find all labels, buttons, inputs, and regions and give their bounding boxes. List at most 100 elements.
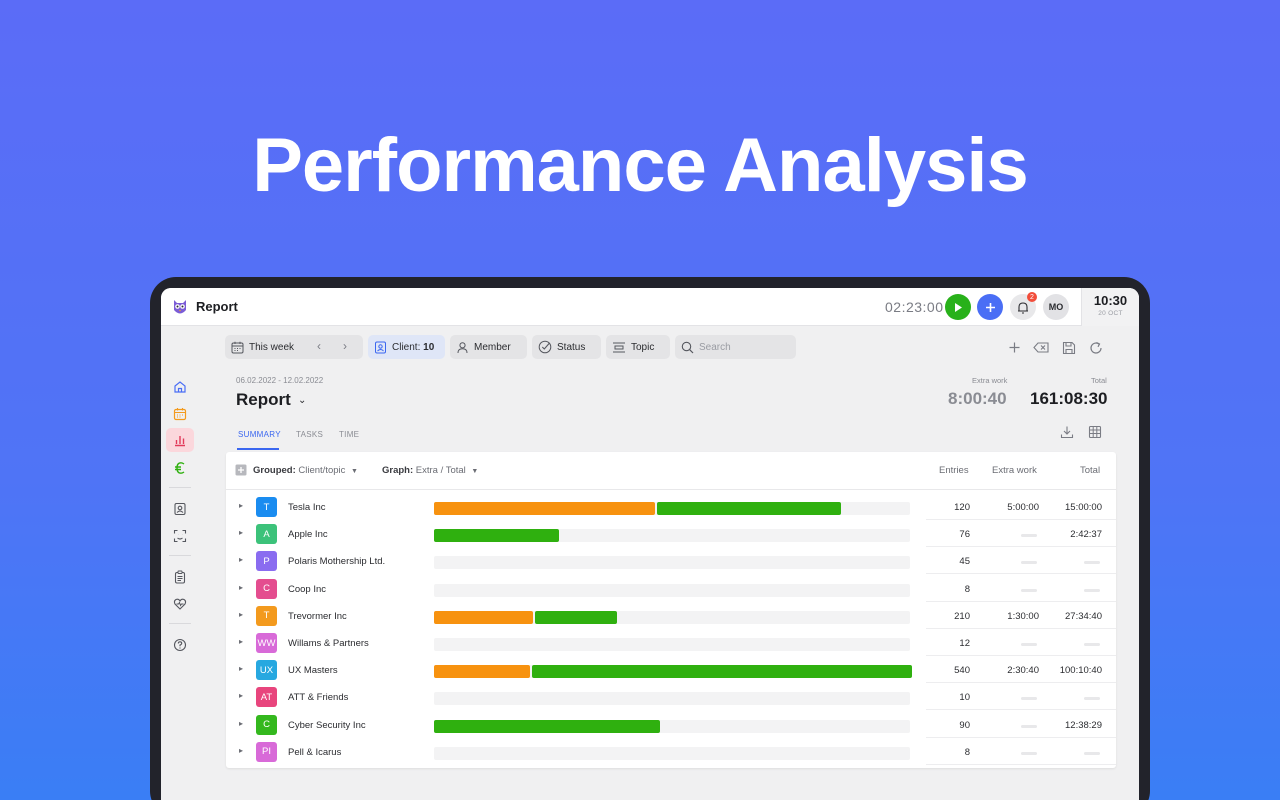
table-header: Grouped: Client/topic ▼ Graph: Extra / T… [226,452,1116,490]
expand-row-icon[interactable]: ▸ [239,664,244,674]
row-divider [926,546,1116,548]
empty-placeholder [1021,751,1037,755]
sidebar-item-recognition[interactable] [166,524,194,548]
hero-title: Performance Analysis [252,123,1029,208]
play-button[interactable] [945,294,971,320]
chevron-down-icon[interactable]: ⌄ [298,395,307,406]
client-avatar: C [256,578,277,599]
home-icon [174,381,186,393]
column-total[interactable]: Total [1080,465,1101,476]
table-row[interactable]: ▸ WW Willams & Partners 12 [226,629,1116,656]
contact-card-icon [375,341,386,353]
expand-row-icon[interactable]: ▸ [239,582,244,592]
expand-row-icon[interactable]: ▸ [239,501,244,510]
client-avatar: WW [256,633,277,653]
refresh-icon[interactable] [1089,341,1103,355]
tab-time[interactable]: TIME [339,430,360,439]
client-name: Willams & Partners [288,638,369,649]
expand-row-icon[interactable]: ▸ [239,745,244,755]
table-row[interactable]: ▸ T Trevormer Inc 210 1:30:00 27:34:40 [226,602,1116,629]
graph-selector[interactable]: Graph: Extra / Total ▼ [382,465,478,476]
entries-value: 45 [959,556,970,568]
bar-track [434,583,910,597]
sidebar-item-home[interactable] [166,375,194,399]
next-period-button[interactable]: › [343,339,347,353]
sidebar-item-reports[interactable] [166,428,194,452]
client-name: Trevormer Inc [288,610,347,622]
period-filter[interactable]: This week ‹ › [225,335,363,359]
row-divider [926,573,1116,575]
entries-value: 120 [954,502,970,513]
search-placeholder: Search [699,341,731,353]
column-entries[interactable]: Entries [939,465,969,476]
sidebar-divider [169,487,191,488]
expand-row-icon[interactable]: ▸ [239,637,244,646]
notification-badge: 2 [1027,292,1037,302]
bar-track [434,529,910,543]
total-bar [535,610,617,624]
bar-track [434,746,910,760]
entries-value: 12 [959,638,970,649]
expand-row-icon[interactable]: ▸ [239,609,244,619]
status-filter[interactable]: Status [532,335,601,359]
active-tab-indicator [237,448,279,450]
report-title[interactable]: Report [236,390,291,409]
table-row[interactable]: ▸ C Cyber Security Inc 90 12:38:29 [226,711,1116,738]
client-name: Coop Inc [288,583,327,595]
grouped-selector[interactable]: Grouped: Client/topic ▼ [253,465,358,476]
table-row[interactable]: ▸ A Apple Inc 76 2:42:37 [226,520,1116,548]
row-divider [926,736,1116,738]
client-filter[interactable]: Client: 10 [368,335,445,359]
extra-work-bar [434,502,656,515]
add-button[interactable] [977,294,1003,320]
clock-time: 10:30 [1093,293,1128,308]
table-row[interactable]: ▸ T Tesla Inc 120 5:00:00 15:00:00 [226,493,1116,520]
clear-filters-icon[interactable] [1033,341,1050,354]
empty-placeholder [1084,643,1100,646]
calendar-icon [231,341,244,353]
sidebar-item-finance[interactable] [166,456,194,480]
bar-chart-icon [175,436,185,447]
table-row[interactable]: ▸ UX UX Masters 540 2:30:40 100:10:40 [226,656,1116,684]
topic-filter[interactable]: Topic [606,335,670,359]
expand-row-icon[interactable]: ▸ [239,528,244,538]
extra-work-value: 1:30:00 [1007,610,1039,622]
prev-period-button[interactable]: ‹ [317,339,321,353]
bar-track [434,610,910,624]
extra-work-bar [434,665,531,679]
column-extra-work[interactable]: Extra work [992,465,1037,476]
table-row[interactable]: ▸ PI Pell & Icarus 8 [226,738,1116,765]
search-input[interactable]: Search [675,335,796,359]
bar-track [434,502,910,515]
table-row[interactable]: ▸ P Polaris Mothership Ltd. 45 [226,547,1116,575]
table-row[interactable]: ▸ C Coop Inc 8 [226,575,1116,602]
tab-tasks[interactable]: TASKS [296,430,324,439]
expand-row-icon[interactable]: ▸ [239,555,244,565]
tab-summary[interactable]: SUMMARY [238,430,281,439]
clock-date: 20 OCT [1098,310,1123,317]
member-filter[interactable]: Member [450,335,527,359]
entries-value: 210 [954,610,970,622]
user-avatar[interactable]: MO [1043,294,1069,320]
table-view-icon[interactable] [1088,425,1102,439]
download-icon[interactable] [1060,425,1074,439]
row-divider [926,627,1116,629]
table-row[interactable]: ▸ AT ATT & Friends 10 [226,683,1116,711]
total-value: 2:42:37 [1070,529,1102,541]
save-icon[interactable] [1062,341,1076,355]
sidebar-item-health[interactable] [166,592,194,616]
caret-down-icon: ▼ [351,468,358,475]
expand-row-icon[interactable]: ▸ [239,718,244,728]
sidebar-item-calendar[interactable] [166,402,194,426]
expand-all-icon[interactable] [235,464,247,476]
add-filter-icon[interactable] [1008,341,1021,354]
empty-placeholder [1021,534,1037,538]
check-circle-icon [538,340,552,354]
sidebar-item-help[interactable] [166,633,194,657]
entries-value: 8 [964,583,970,595]
sidebar-item-tasks[interactable] [166,565,194,589]
member-filter-label: Member [474,341,511,353]
expand-row-icon[interactable]: ▸ [239,691,244,701]
face-scan-icon [173,529,187,543]
sidebar-item-clients[interactable] [166,497,194,521]
